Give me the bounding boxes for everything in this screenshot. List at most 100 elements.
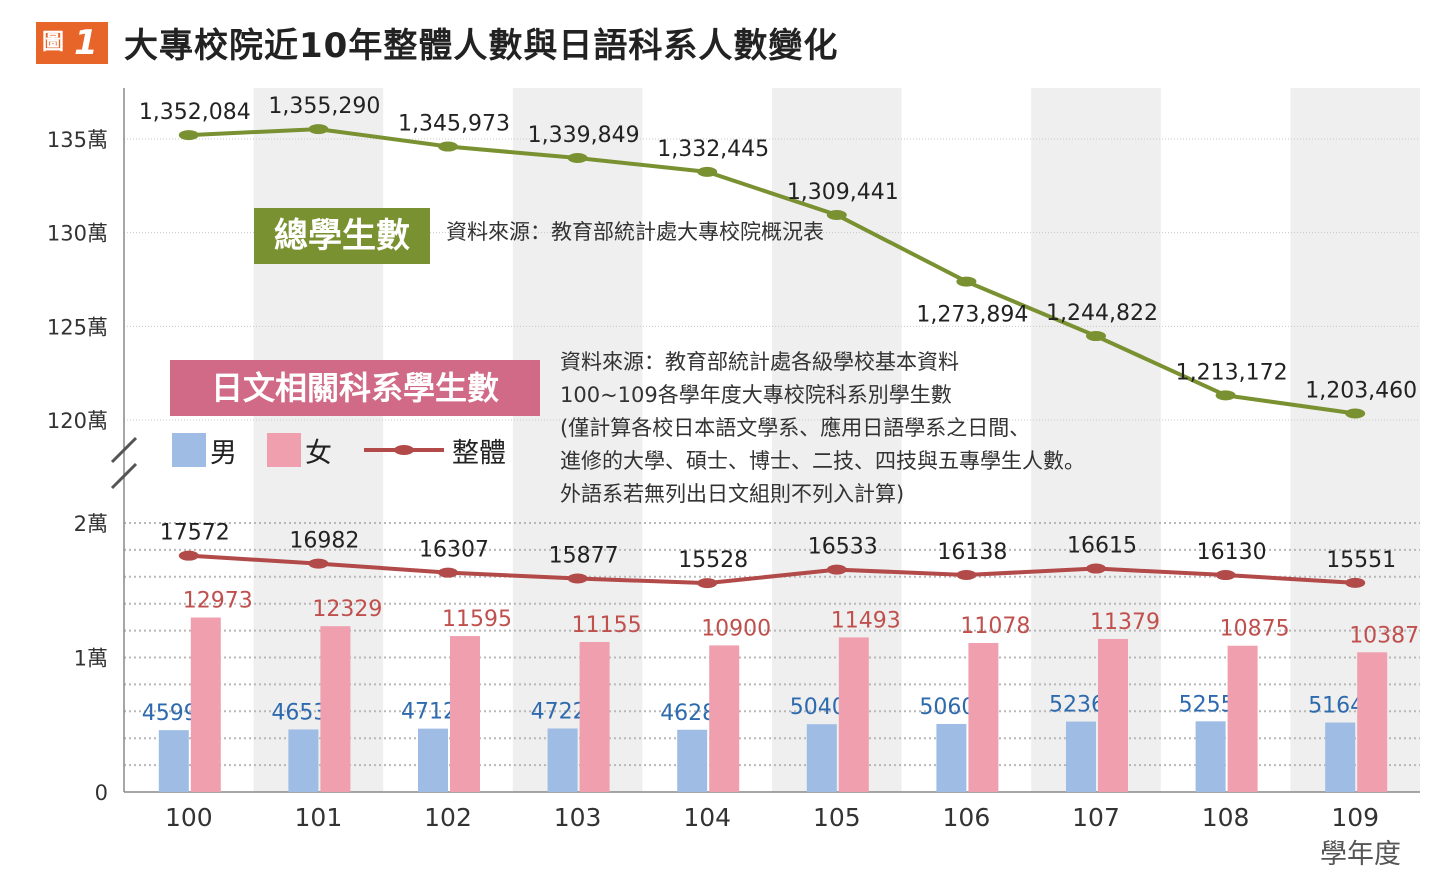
total-students-point <box>1345 408 1366 419</box>
male-value-label: 4722 <box>531 699 587 724</box>
total-students-value-label: 1,332,445 <box>657 137 769 162</box>
y-tick-label: 125萬 <box>47 315 108 339</box>
figure-badge-label: 圖 <box>36 22 71 64</box>
legend-total-swatch <box>364 445 444 455</box>
japanese-total-point <box>1345 577 1366 588</box>
total-students-value-label: 1,309,441 <box>787 180 899 205</box>
male-bar <box>1066 721 1096 792</box>
y-tick-label: 1萬 <box>74 647 108 671</box>
female-bar <box>190 617 221 792</box>
x-tick-label: 109 <box>1331 803 1379 832</box>
y-tick-label: 130萬 <box>47 222 108 246</box>
x-tick-label: 100 <box>165 803 213 832</box>
legend-male: 男 <box>172 431 237 470</box>
legend-female: 女 <box>267 431 332 470</box>
male-bar <box>158 730 189 792</box>
legend-male-swatch <box>172 433 206 467</box>
total-students-value-label: 1,345,973 <box>398 112 510 137</box>
total-students-value-label: 1,273,894 <box>916 303 1028 328</box>
total-students-point <box>438 141 458 152</box>
female-value-label: 11078 <box>960 614 1030 639</box>
total-students-point <box>956 276 977 287</box>
total-students-point <box>1086 331 1106 342</box>
source-line: 進修的大學、碩士、博士、二技、四技與五專學生人數。 <box>560 449 1085 473</box>
female-bar <box>709 645 740 792</box>
source-line: 100~109各學年度大專校院科系別學生數 <box>560 383 952 407</box>
japanese-total-point <box>567 573 588 584</box>
female-value-label: 10900 <box>701 616 771 641</box>
japanese-total-point <box>826 564 847 575</box>
y-tick-label: 0 <box>95 781 108 805</box>
x-tick-label: 104 <box>683 803 731 832</box>
japanese-total-point <box>697 578 718 589</box>
male-value-label: 4712 <box>401 700 457 725</box>
male-value-label: 5164 <box>1308 694 1364 719</box>
female-bar <box>1357 652 1388 792</box>
total-students-line <box>188 127 1356 416</box>
japanese-total-value-label: 16982 <box>289 529 359 554</box>
female-value-label: 11379 <box>1090 610 1160 635</box>
total-students-point <box>1215 390 1236 401</box>
background-band <box>1031 88 1161 792</box>
total-students-value-label: 1,352,084 <box>139 100 251 125</box>
axis-break-mark <box>110 462 138 490</box>
total-source-note: 資料來源：教育部統計處大專校院概況表 <box>446 220 824 244</box>
male-value-label: 5060 <box>919 695 975 720</box>
legend-female-swatch <box>267 433 301 467</box>
background-band <box>772 88 902 792</box>
male-bar <box>418 728 448 792</box>
japanese-total-value-label: 17572 <box>160 521 230 546</box>
axis-break-mark <box>110 436 138 464</box>
japanese-total-value-label: 15877 <box>549 543 619 568</box>
legend-female-label: 女 <box>305 437 332 469</box>
background-band <box>1290 88 1420 792</box>
male-value-label: 4653 <box>271 700 327 725</box>
total-students-point <box>826 209 847 220</box>
source-line: 資料來源：教育部統計處各級學校基本資料 <box>560 350 959 374</box>
japanese-total-value-label: 15528 <box>678 548 748 573</box>
male-bar <box>1325 722 1356 792</box>
x-tick-label: 108 <box>1202 803 1250 832</box>
source-line: 外語系若無列出日文組則不列入計算) <box>560 482 905 506</box>
female-value-label: 11493 <box>831 608 901 633</box>
male-bar <box>936 723 967 792</box>
legend-total-label: 整體 <box>452 437 506 469</box>
legend: 男 女 整體 <box>172 430 536 470</box>
japanese-total-point <box>178 550 199 561</box>
male-bar <box>806 724 837 792</box>
total-students-point <box>308 124 329 135</box>
japanese-total-point <box>956 569 977 580</box>
total-students-point <box>178 130 199 141</box>
female-bar <box>1098 638 1128 792</box>
female-bar <box>320 626 351 792</box>
japanese-dept-tag: 日文相關科系學生數 <box>170 360 540 416</box>
female-value-label: 10875 <box>1220 617 1290 642</box>
background-band <box>512 88 643 792</box>
male-value-label: 5236 <box>1049 693 1105 718</box>
x-tick-label: 105 <box>813 803 861 832</box>
total-students-value-label: 1,203,460 <box>1305 379 1417 404</box>
y-tick-label: 135萬 <box>47 128 108 152</box>
male-bar <box>677 729 708 792</box>
total-students-point <box>697 166 718 177</box>
total-students-value-label: 1,339,849 <box>528 123 640 148</box>
male-value-label: 4599 <box>142 701 198 726</box>
x-tick-label: 107 <box>1072 803 1120 832</box>
female-value-label: 10387 <box>1349 623 1419 648</box>
female-bar <box>579 641 610 792</box>
female-value-label: 11595 <box>442 607 512 632</box>
legend-total: 整體 <box>362 430 506 470</box>
japanese-total-value-label: 16138 <box>937 540 1007 565</box>
legend-marker <box>394 445 414 455</box>
male-value-label: 5255 <box>1179 692 1235 717</box>
total-students-value-label: 1,355,290 <box>268 94 380 119</box>
total-students-tag: 總學生數 <box>254 208 430 264</box>
japanese-total-value-label: 15551 <box>1326 548 1396 573</box>
x-tick-label: 101 <box>295 803 343 832</box>
total-students-value-label: 1,244,822 <box>1046 301 1158 326</box>
total-students-value-label: 1,213,172 <box>1176 360 1288 385</box>
chart-title: 大專校院近10年整體人數與日語科系人數變化 <box>124 26 839 66</box>
total-students-point <box>567 153 588 164</box>
female-value-label: 12329 <box>312 597 382 622</box>
